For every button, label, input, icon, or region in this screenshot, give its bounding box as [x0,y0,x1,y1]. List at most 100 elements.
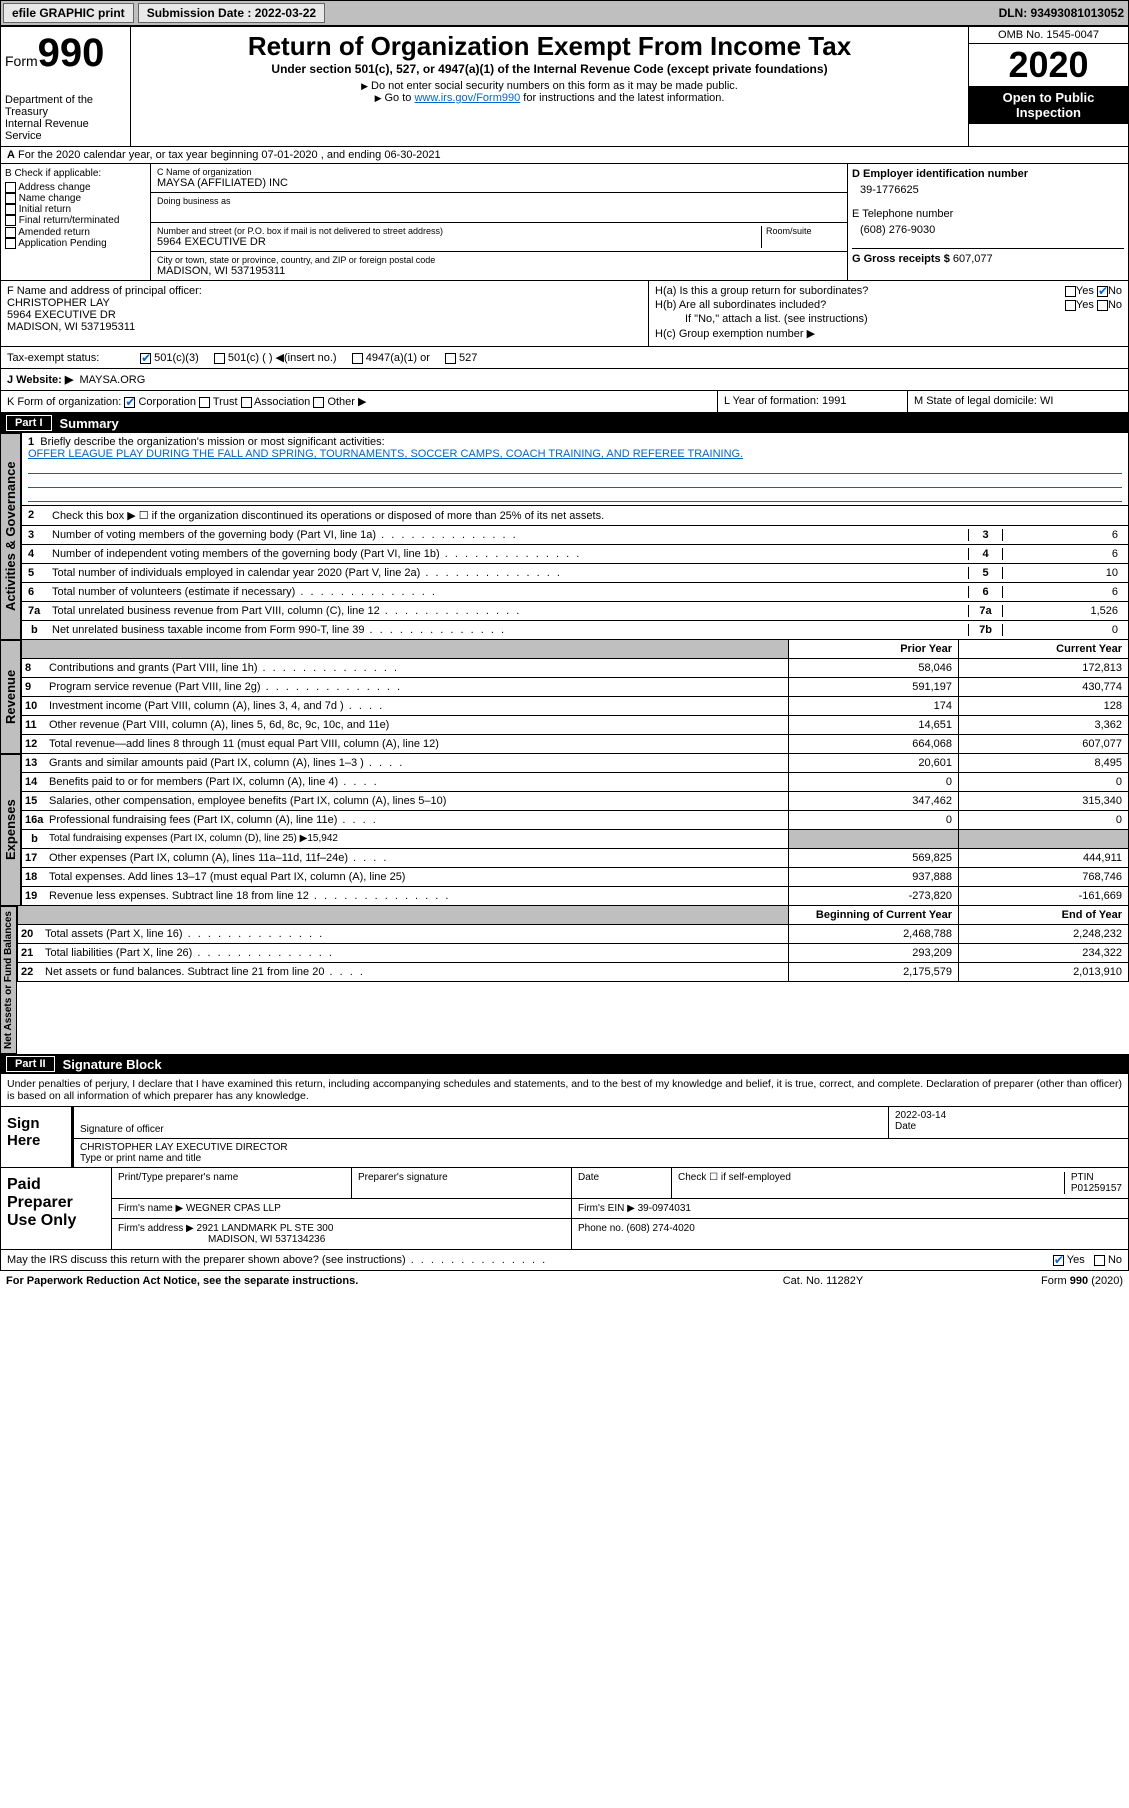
form-header: Form990 Department of the Treasury Inter… [0,26,1129,147]
line6: Total number of volunteers (estimate if … [52,586,968,598]
org-form-row: K Form of organization: Corporation Trus… [0,391,1129,413]
line7a-val: 1,526 [1002,605,1122,617]
org-name-label: C Name of organization [157,167,841,177]
dba-label: Doing business as [157,196,841,206]
line5: Total number of individuals employed in … [52,567,968,579]
footer-center: Cat. No. 11282Y [723,1275,923,1287]
current-year-header: Current Year [958,640,1128,658]
dept-treasury: Department of the Treasury [5,94,126,118]
ein-value: 39-1776625 [860,184,1124,196]
ptin-value: P01259157 [1071,1183,1122,1194]
submission-date-button[interactable]: Submission Date : 2022-03-22 [138,3,325,23]
line12: Total revenue—add lines 8 through 11 (mu… [46,735,788,753]
note-instructions: Go to www.irs.gov/Form990 for instructio… [135,92,964,104]
line2: Check this box ▶ ☐ if the organization d… [52,509,1122,522]
paid-preparer-label: Paid Preparer Use Only [1,1168,111,1249]
website-row: J Website: ▶ MAYSA.ORG [0,369,1129,391]
end-year-header: End of Year [958,906,1128,924]
h-b-note: If "No," attach a list. (see instruction… [655,313,1122,325]
line18: Total expenses. Add lines 13–17 (must eq… [46,868,788,886]
city-state-zip: MADISON, WI 537195311 [157,265,841,277]
h-a: H(a) Is this a group return for subordin… [655,285,1122,297]
city-label: City or town, state or province, country… [157,255,841,265]
irs-label: Internal Revenue Service [5,118,126,142]
telephone-value: (608) 276-9030 [860,224,1124,236]
firm-address1: 2921 LANDMARK PL STE 300 [197,1223,334,1234]
line13: Grants and similar amounts paid (Part IX… [46,754,788,772]
footer-left: For Paperwork Reduction Act Notice, see … [6,1275,723,1287]
line5-val: 10 [1002,567,1122,579]
main-info-grid: B Check if applicable: Address change Na… [0,164,1129,281]
gross-receipts-label: G Gross receipts $ [852,253,950,265]
note-ssn: Do not enter social security numbers on … [135,80,964,92]
line7a: Total unrelated business revenue from Pa… [52,605,968,617]
sidebar-net-assets: Net Assets or Fund Balances [0,906,17,1054]
officer-addr1: 5964 EXECUTIVE DR [7,309,642,321]
line17: Other expenses (Part IX, column (A), lin… [46,849,788,867]
top-bar: efile GRAPHIC print Submission Date : 20… [0,0,1129,26]
paid-preparer-block: Paid Preparer Use Only Print/Type prepar… [0,1168,1129,1250]
row-a-tax-year: A For the 2020 calendar year, or tax yea… [0,147,1129,164]
line4: Number of independent voting members of … [52,548,968,560]
room-label: Room/suite [766,226,841,236]
efile-button[interactable]: efile GRAPHIC print [3,3,134,23]
line1-label: Briefly describe the organization's miss… [40,436,384,448]
irs-link[interactable]: www.irs.gov/Form990 [414,92,520,104]
part1-header: Part I Summary [0,413,1129,433]
website-value: MAYSA.ORG [79,374,145,386]
line14: Benefits paid to or for members (Part IX… [46,773,788,791]
officer-name: CHRISTOPHER LAY [7,297,642,309]
part2-header: Part II Signature Block [0,1054,1129,1074]
line3-val: 6 [1002,529,1122,541]
street-address: 5964 EXECUTIVE DR [157,236,761,248]
open-to-public: Open to Public Inspection [969,86,1128,124]
sidebar-revenue: Revenue [0,640,21,754]
omb-number: OMB No. 1545-0047 [969,27,1128,44]
line10: Investment income (Part VIII, column (A)… [46,697,788,715]
sidebar-expenses: Expenses [0,754,21,906]
firm-address2: MADISON, WI 537134236 [208,1234,325,1245]
tax-status-row: Tax-exempt status: 501(c)(3) 501(c) ( ) … [0,347,1129,369]
org-name: MAYSA (AFFILIATED) INC [157,177,841,189]
telephone-label: E Telephone number [852,208,1124,220]
line20: Total assets (Part X, line 16) [42,925,788,943]
line16b: Total fundraising expenses (Part IX, col… [46,830,788,848]
tax-year: 2020 [969,44,1128,86]
footer-right: Form 990 (2020) [923,1275,1123,1287]
mission-text: OFFER LEAGUE PLAY DURING THE FALL AND SP… [28,448,1122,460]
officer-label: F Name and address of principal officer: [7,285,642,297]
line15: Salaries, other compensation, employee b… [46,792,788,810]
signature-block: Under penalties of perjury, I declare th… [0,1074,1129,1168]
form-subtitle: Under section 501(c), 527, or 4947(a)(1)… [135,62,964,76]
line3: Number of voting members of the governin… [52,529,968,541]
ein-label: D Employer identification number [852,168,1124,180]
perjury-text: Under penalties of perjury, I declare th… [1,1074,1128,1106]
line4-val: 6 [1002,548,1122,560]
signature-date: 2022-03-14 [895,1110,1122,1121]
firm-name: WEGNER CPAS LLP [186,1203,281,1214]
addr-label: Number and street (or P.O. box if mail i… [157,226,761,236]
line9: Program service revenue (Part VIII, line… [46,678,788,696]
state-domicile: M State of legal domicile: WI [908,391,1128,412]
dln-label: DLN: 93493081013052 [995,6,1128,20]
line22: Net assets or fund balances. Subtract li… [42,963,788,981]
officer-addr2: MADISON, WI 537195311 [7,321,642,333]
line6-val: 6 [1002,586,1122,598]
officer-group-row: F Name and address of principal officer:… [0,281,1129,347]
firm-phone: (608) 274-4020 [626,1223,694,1234]
gross-receipts-value: 607,077 [953,253,993,265]
h-c: H(c) Group exemption number ▶ [655,327,1122,340]
form-number: Form990 [5,31,126,76]
year-formation: L Year of formation: 1991 [718,391,908,412]
line19: Revenue less expenses. Subtract line 18 … [46,887,788,905]
firm-ein: 39-0974031 [638,1203,691,1214]
h-b: H(b) Are all subordinates included? Yes … [655,299,1122,311]
footer-row: For Paperwork Reduction Act Notice, see … [0,1271,1129,1291]
line7b-val: 0 [1002,624,1122,636]
prior-year-header: Prior Year [788,640,958,658]
line8: Contributions and grants (Part VIII, lin… [46,659,788,677]
line16a: Professional fundraising fees (Part IX, … [46,811,788,829]
line7b: Net unrelated business taxable income fr… [52,624,968,636]
sign-here-label: Sign Here [1,1107,71,1167]
discuss-row: May the IRS discuss this return with the… [0,1250,1129,1271]
